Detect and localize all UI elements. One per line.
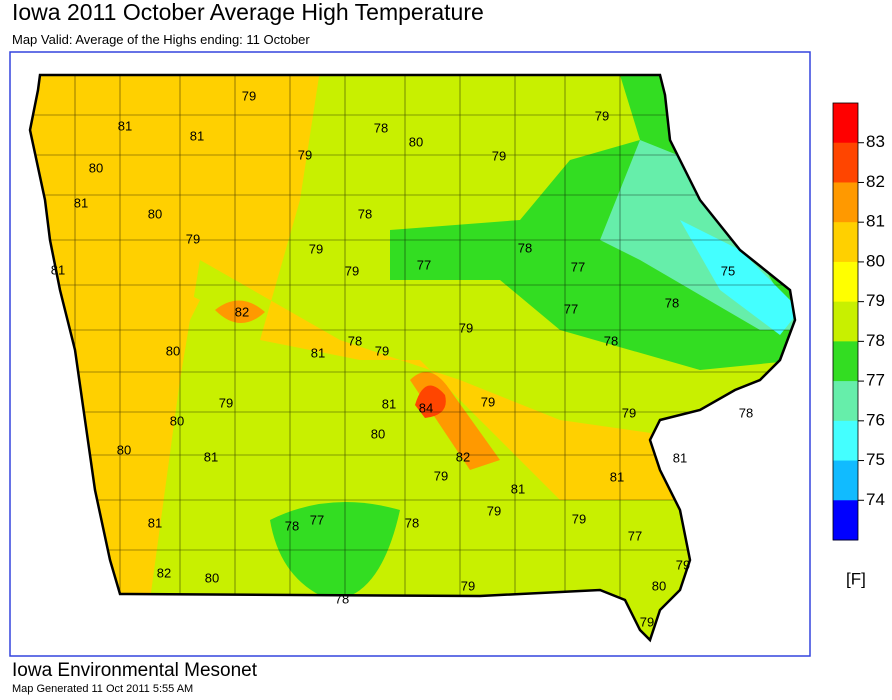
station-value: 81: [610, 469, 624, 484]
station-value: 78: [665, 295, 679, 310]
station-value: 80: [652, 578, 666, 593]
station-value: 79: [219, 395, 233, 410]
station-value: 78: [739, 405, 753, 420]
station-value: 79: [492, 148, 506, 163]
station-value: 81: [118, 118, 132, 133]
legend-label: 74: [866, 490, 885, 509]
station-value: 79: [309, 241, 323, 256]
station-value: 81: [190, 128, 204, 143]
station-value: 82: [157, 565, 171, 580]
station-value: 79: [242, 88, 256, 103]
legend-label: 77: [866, 371, 885, 390]
legend-label: 79: [866, 291, 885, 310]
legend-swatch: [833, 500, 858, 541]
station-value: 78: [358, 206, 372, 221]
station-value: 79: [459, 320, 473, 335]
station-value: 78: [518, 240, 532, 255]
station-value: 80: [205, 570, 219, 585]
station-value: 79: [375, 343, 389, 358]
contours: [30, 75, 795, 640]
footer-org: Iowa Environmental Mesonet: [12, 660, 258, 681]
legend-label: 82: [866, 172, 885, 191]
legend-swatch: [833, 460, 858, 501]
station-value: 81: [204, 449, 218, 464]
station-value: 77: [417, 257, 431, 272]
station-value: 81: [311, 345, 325, 360]
station-value: 79: [676, 557, 690, 572]
legend-swatch: [833, 222, 858, 263]
station-value: 82: [456, 449, 470, 464]
legend-label: 81: [866, 212, 885, 231]
station-value: 81: [74, 195, 88, 210]
footer-generated: Map Generated 11 Oct 2011 5:55 AM: [12, 683, 193, 695]
station-value: 79: [640, 614, 654, 629]
station-value: 81: [673, 450, 687, 465]
legend-label: 78: [866, 331, 885, 350]
station-value: 79: [298, 147, 312, 162]
station-value: 79: [572, 511, 586, 526]
station-value: 80: [409, 134, 423, 149]
legend-swatch: [833, 142, 858, 183]
legend-label: 76: [866, 410, 885, 429]
legend-border: [832, 102, 859, 541]
station-value: 78: [348, 333, 362, 348]
station-value: 79: [461, 578, 475, 593]
station-value: 82: [235, 304, 249, 319]
legend-swatch: [833, 103, 858, 144]
station-value: 78: [374, 120, 388, 135]
station-value: 79: [345, 263, 359, 278]
station-value: 77: [628, 528, 642, 543]
station-value: 80: [166, 343, 180, 358]
subtitle: Map Valid: Average of the Highs ending: …: [12, 32, 310, 47]
station-value: 79: [622, 405, 636, 420]
legend-swatch: [833, 341, 858, 382]
legend-label: 83: [866, 132, 885, 151]
station-value: 81: [51, 262, 65, 277]
map-frame: [9, 51, 811, 657]
station-value: 80: [170, 413, 184, 428]
station-value: 77: [571, 259, 585, 274]
station-value: 79: [481, 394, 495, 409]
title: Iowa 2011 October Average High Temperatu…: [12, 0, 484, 25]
legend-label: 80: [866, 251, 885, 270]
station-value: 78: [285, 518, 299, 533]
station-value: 81: [148, 515, 162, 530]
station-value: 79: [186, 231, 200, 246]
station-value: 81: [511, 481, 525, 496]
legend-swatch: [833, 420, 858, 462]
station-value: 77: [310, 512, 324, 527]
legend-label: 75: [866, 450, 885, 469]
station-value: 78: [604, 333, 618, 348]
legend-swatch: [833, 261, 858, 303]
legend-swatch: [833, 182, 858, 223]
station-value: 78: [335, 591, 349, 606]
station-value: 80: [371, 426, 385, 441]
legend-swatch: [833, 301, 858, 342]
station-value: 79: [434, 468, 448, 483]
station-value: 84: [419, 400, 433, 415]
station-value: 78: [405, 515, 419, 530]
station-value: 80: [89, 160, 103, 175]
station-value: 80: [148, 206, 162, 221]
station-value: 75: [721, 263, 735, 278]
station-value: 80: [117, 442, 131, 457]
legend-swatch: [833, 381, 858, 422]
station-value: 81: [382, 396, 396, 411]
station-value: 79: [487, 503, 501, 518]
legend-unit: [F]: [846, 569, 866, 588]
station-value: 77: [564, 301, 578, 316]
station-value: 79: [595, 108, 609, 123]
